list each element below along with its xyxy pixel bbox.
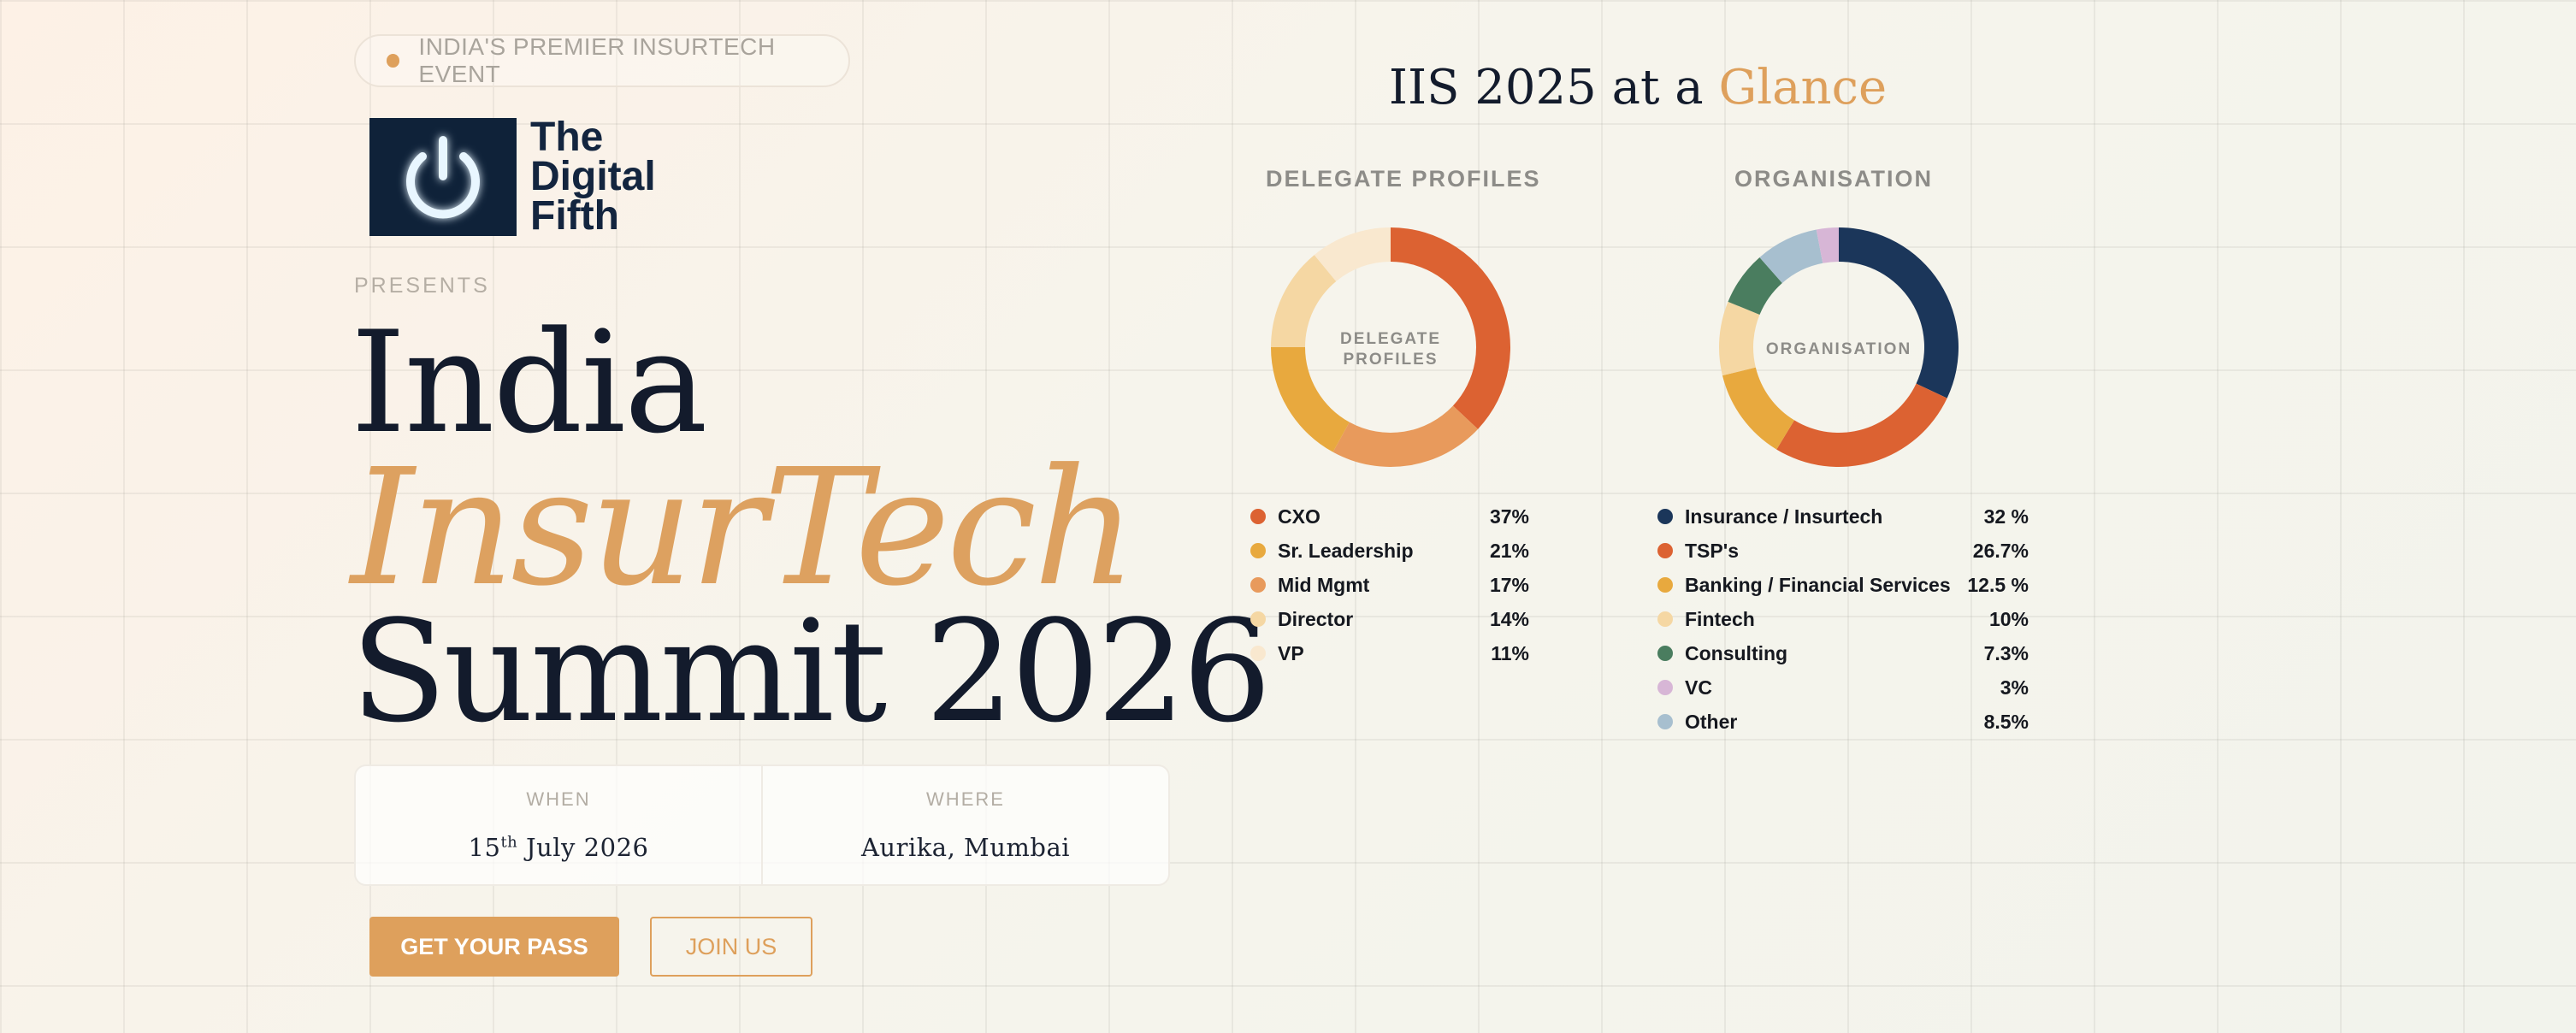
legend-value: 37% xyxy=(1489,505,1529,528)
legend-label: VC xyxy=(1685,676,1712,699)
legend-value: 21% xyxy=(1489,539,1529,562)
legend-value: 14% xyxy=(1489,607,1529,630)
legend-value: 17% xyxy=(1489,573,1529,596)
slice-director xyxy=(1271,255,1337,347)
power-icon xyxy=(369,118,517,236)
title-insurtech: InsurTech xyxy=(351,434,1137,622)
legend-value: 3% xyxy=(2000,676,2029,699)
legend-swatch xyxy=(1250,646,1266,661)
legend-label: Other xyxy=(1685,710,1738,733)
logo-line: The xyxy=(530,115,604,160)
legend-item-sr-leadership: Sr. Leadership 21% xyxy=(1250,534,1529,568)
legend-label: Mid Mgmt xyxy=(1278,573,1370,596)
legend-label: Fintech xyxy=(1685,607,1755,630)
legend-label: TSP's xyxy=(1685,539,1739,562)
legend-label: Consulting xyxy=(1685,641,1788,664)
slice-banking-financial-services xyxy=(1722,367,1795,450)
slice-consulting xyxy=(1728,257,1782,316)
when-section: WHEN 15th July 2026 xyxy=(356,766,761,884)
legend-value: 26.7% xyxy=(1972,539,2029,562)
legend-label: Sr. Leadership xyxy=(1278,539,1414,562)
slice-mid-mgmt xyxy=(1271,347,1350,452)
organisation-legend: Insurance / Insurtech 32 % TSP's 26.7% Banki… xyxy=(1657,499,2029,739)
legend-item-vc: VC 3% xyxy=(1657,670,2029,705)
slice-vp xyxy=(1314,227,1391,281)
event-badge: INDIA'S PREMIER INSURTECH EVENT xyxy=(354,33,850,87)
slice-other xyxy=(1759,229,1823,283)
slice-sr-leadership xyxy=(1332,405,1479,467)
legend-item-fintech: Fintech 10% xyxy=(1657,602,2029,636)
event-date: 15th July 2026 xyxy=(469,833,649,862)
legend-item-cxo: CXO 37% xyxy=(1250,499,1529,534)
event-venue: Aurika, Mumbai xyxy=(860,833,1071,862)
legend-value: 7.3% xyxy=(1983,641,2029,664)
legend-label: Insurance / Insurtech xyxy=(1685,505,1883,528)
legend-swatch xyxy=(1657,680,1673,695)
legend-label: CXO xyxy=(1278,505,1320,528)
legend-swatch xyxy=(1250,577,1266,593)
date-day: 15 xyxy=(468,833,501,862)
donut-center-label: ORGANISATION xyxy=(1766,340,1911,358)
legend-item-consulting: Consulting 7.3% xyxy=(1657,636,2029,670)
where-section: WHERE Aurika, Mumbai xyxy=(761,766,1168,884)
donut-center-label: DELEGATE xyxy=(1340,330,1441,348)
slice-fintech xyxy=(1719,301,1760,376)
legend-item-banking-financial-services: Banking / Financial Services 12.5 % xyxy=(1657,568,2029,602)
legend-value: 8.5% xyxy=(1983,710,2029,733)
slice-insurance-insurtech xyxy=(1839,227,1959,398)
legend-value: 11% xyxy=(1491,641,1529,664)
logo-line: Fifth xyxy=(530,193,619,239)
legend-item-mid-mgmt: Mid Mgmt 17% xyxy=(1250,568,1529,602)
glance-prefix: IIS 2025 at a xyxy=(1388,60,1719,115)
legend-value: 12.5 % xyxy=(1967,573,2029,596)
legend-swatch xyxy=(1657,577,1673,593)
badge-dot xyxy=(387,54,400,68)
legend-item-director: Director 14% xyxy=(1250,602,1529,636)
logo-wordmark: The Digital Fifth xyxy=(530,115,656,239)
legend-label: VP xyxy=(1278,641,1304,664)
event-badge-text: INDIA'S PREMIER INSURTECH EVENT xyxy=(418,33,776,87)
legend-item-vp: VP 11% xyxy=(1250,636,1529,670)
get-your-pass-button[interactable]: GET YOUR PASS xyxy=(369,917,619,977)
presents-label: PRESENTS xyxy=(354,274,490,298)
legend-swatch xyxy=(1657,543,1673,558)
title-india: India xyxy=(351,301,708,464)
glance-heading: IIS 2025 at a Glance xyxy=(1155,60,2121,115)
when-label: WHEN xyxy=(526,788,591,810)
legend-label: Director xyxy=(1278,607,1354,630)
delegate-legend: CXO 37% Sr. Leadership 21% Mid Mgmt 17% Direct… xyxy=(1250,499,1529,670)
slice-cxo xyxy=(1391,227,1510,429)
date-suffix: th xyxy=(500,833,518,852)
legend-swatch xyxy=(1250,509,1266,524)
legend-item-insurance-insurtech: Insurance / Insurtech 32 % xyxy=(1657,499,2029,534)
legend-swatch xyxy=(1657,509,1673,524)
digital-fifth-logo[interactable]: The Digital Fifth xyxy=(369,115,656,239)
delegate-donut-chart: DELEGATE PROFILES xyxy=(1271,227,1510,467)
where-label: WHERE xyxy=(926,788,1005,810)
legend-swatch xyxy=(1657,714,1673,729)
legend-value: 10% xyxy=(1988,607,2029,630)
event-info-card: WHEN 15th July 2026 WHERE Aurika, Mumbai xyxy=(354,764,1170,886)
legend-swatch xyxy=(1657,611,1673,627)
legend-item-tsp-s: TSP's 26.7% xyxy=(1657,534,2029,568)
delegate-chart-title: DELEGATE PROFILES xyxy=(1266,166,1541,192)
glance-accent: Glance xyxy=(1718,60,1888,115)
slice-vc xyxy=(1816,227,1839,263)
legend-swatch xyxy=(1250,611,1266,627)
legend-value: 32 % xyxy=(1983,505,2029,528)
donut-center-label: PROFILES xyxy=(1343,351,1438,369)
legend-swatch xyxy=(1250,543,1266,558)
organisation-chart-title: ORGANISATION xyxy=(1734,166,1933,192)
join-us-button[interactable]: JOIN US xyxy=(650,917,812,977)
logo-line: Digital xyxy=(530,154,656,199)
organisation-donut-chart: ORGANISATION xyxy=(1719,227,1959,467)
title-summit: Summit 2026 xyxy=(351,590,1272,753)
legend-swatch xyxy=(1657,646,1673,661)
legend-item-other: Other 8.5% xyxy=(1657,705,2029,739)
legend-label: Banking / Financial Services xyxy=(1685,573,1951,596)
slice-tsp-s xyxy=(1776,383,1947,467)
date-rest: July 2026 xyxy=(517,833,649,862)
